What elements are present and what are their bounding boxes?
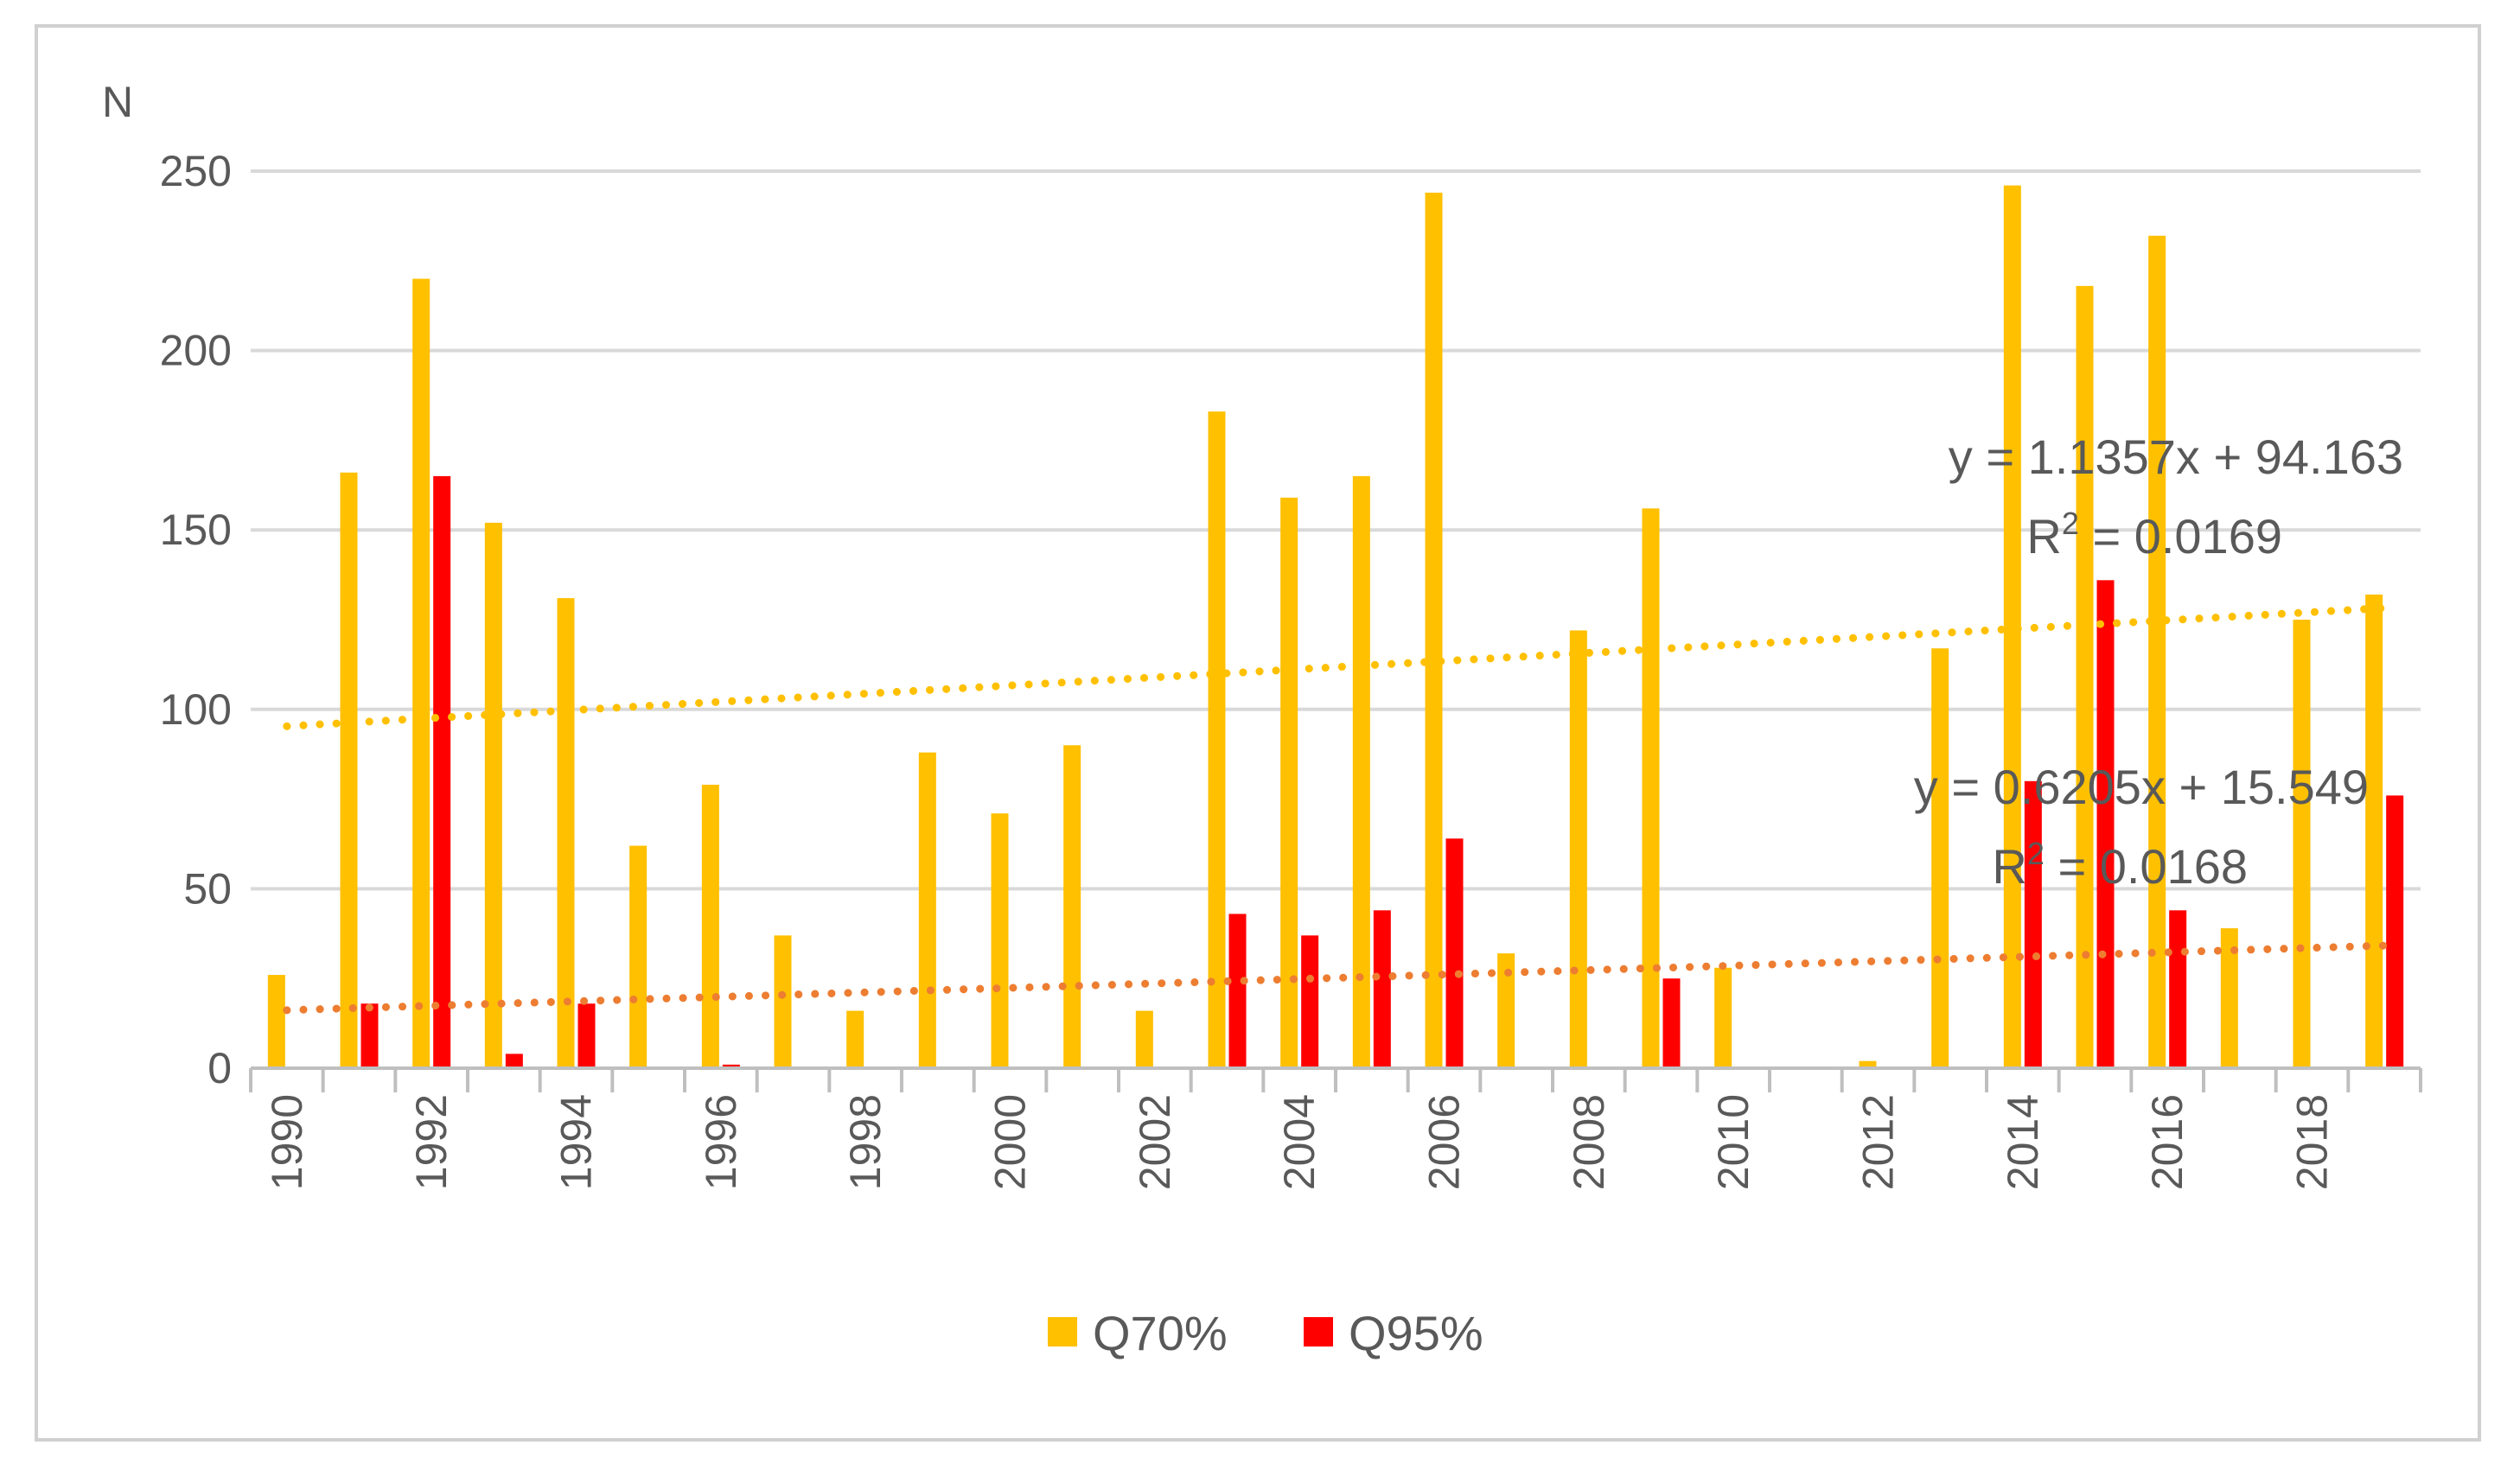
- bar-q70pct-1992: [412, 278, 431, 1068]
- r-squared-value: = 0.0168: [2045, 839, 2248, 894]
- bar-q70pct-2013: [1931, 648, 1949, 1068]
- x-tick-label: 2018: [2288, 1094, 2337, 1190]
- bar-q70pct-1991: [340, 472, 358, 1068]
- bar-q70pct-2002: [1135, 1010, 1153, 1068]
- bar-q70pct-1996: [701, 784, 719, 1068]
- y-axis: 0 50 100 150 200 250: [160, 147, 232, 1092]
- bar-q95pct-1991: [360, 1003, 379, 1068]
- bar-q70pct-1994: [557, 598, 575, 1068]
- x-tick-label: 2008: [1565, 1094, 1613, 1190]
- bar-q95pct-1993: [505, 1054, 523, 1068]
- bar-q70pct-2003: [1208, 411, 1226, 1069]
- bar-q70pct-2015: [2076, 285, 2094, 1068]
- x-tick-label: 1994: [552, 1094, 601, 1190]
- y-tick-label: 150: [160, 506, 232, 554]
- bar-q95pct-2014: [2024, 780, 2042, 1068]
- y-axis-label: N: [102, 78, 133, 126]
- trendline-q95pct: [283, 941, 2389, 1015]
- bar-q70pct-2010: [1714, 967, 1732, 1068]
- x-tick-label: 2002: [1131, 1094, 1179, 1190]
- legend: Q70% Q95%: [1048, 1306, 1483, 1360]
- legend-swatch-q70pct: [1048, 1317, 1077, 1346]
- bar-q70pct-1999: [918, 752, 936, 1068]
- bar-q70pct-2012: [1859, 1060, 1877, 1068]
- x-tick-label: 1996: [697, 1094, 745, 1190]
- legend-swatch-q95pct: [1304, 1317, 1333, 1346]
- trendline-r-squared: R2 = 0.0169: [2026, 506, 2282, 563]
- bar-q95pct-2009: [1662, 978, 1681, 1068]
- x-tick-label: 1992: [407, 1094, 456, 1190]
- x-axis: 1990 1992 1994 1996 1998 2000 2002 2004 2006 2008…: [249, 1066, 2422, 1190]
- trendlines: [283, 604, 2389, 1015]
- r-squared-superscript: 2: [2062, 506, 2079, 541]
- trendline-equation: y = 1.1357x + 94.163: [1949, 430, 2403, 484]
- bar-q95pct-2019: [2386, 795, 2404, 1068]
- bar-q95pct-2004: [1301, 935, 1319, 1068]
- x-tick-label: 2004: [1275, 1094, 1324, 1190]
- trendline-equation: y = 0.6205x + 15.549: [1914, 760, 2369, 814]
- bar-q70pct-2005: [1352, 475, 1370, 1068]
- bar-q95pct-2016: [2169, 910, 2187, 1068]
- legend-label-q70pct: Q70%: [1093, 1306, 1228, 1360]
- trendline-q70pct: [283, 604, 2389, 730]
- bar-q70pct-2007: [1497, 953, 1515, 1068]
- x-tick-label: 1990: [263, 1094, 311, 1190]
- trendline-r-squared: R2 = 0.0168: [1992, 836, 2248, 894]
- bar-q70pct-2019: [2365, 594, 2383, 1068]
- bar-q70pct-2004: [1280, 497, 1298, 1068]
- bar-q95pct-2005: [1373, 910, 1391, 1068]
- bar-q95pct-2006: [1445, 838, 1464, 1068]
- bar-q70pct-2001: [1063, 745, 1081, 1068]
- x-tick-label: 2000: [986, 1094, 1035, 1190]
- x-tick-label: 2016: [2143, 1094, 2191, 1190]
- y-tick-label: 0: [207, 1044, 232, 1092]
- x-tick-label: 1998: [841, 1094, 890, 1190]
- bar-q70pct-2017: [2220, 928, 2238, 1068]
- bar-q70pct-2016: [2148, 235, 2166, 1069]
- bar-q70pct-2000: [991, 813, 1009, 1068]
- y-tick-label: 100: [160, 685, 232, 734]
- x-tick-label: 2012: [1854, 1094, 1903, 1190]
- y-tick-label: 200: [160, 327, 232, 375]
- x-tick-label: 2006: [1420, 1094, 1469, 1190]
- bar-q70pct-1995: [629, 845, 648, 1068]
- bar-q70pct-1990: [267, 975, 285, 1068]
- bar-q70pct-1998: [846, 1010, 864, 1068]
- gridlines: [251, 169, 2421, 891]
- bar-q95pct-2015: [2096, 580, 2115, 1068]
- r-squared-label: R: [1992, 839, 2026, 894]
- legend-label-q95pct: Q95%: [1349, 1306, 1483, 1360]
- bars: [267, 185, 2404, 1069]
- bar-q70pct-1997: [774, 935, 792, 1068]
- bar-q95pct-1994: [577, 1003, 596, 1068]
- bar-q95pct-1992: [433, 475, 451, 1068]
- r-squared-value: = 0.0169: [2079, 509, 2282, 563]
- bar-q70pct-2014: [2003, 185, 2021, 1068]
- x-tick-label: 2010: [1709, 1094, 1758, 1190]
- bar-q70pct-2008: [1569, 630, 1587, 1068]
- bar-q70pct-2009: [1642, 508, 1660, 1068]
- y-tick-label: 250: [160, 147, 232, 195]
- bar-q95pct-2003: [1228, 914, 1247, 1068]
- bar-q95pct-1996: [722, 1064, 740, 1068]
- bar-q70pct-2018: [2293, 620, 2311, 1068]
- bar-q70pct-2006: [1425, 192, 1443, 1069]
- bar-q70pct-1993: [484, 522, 502, 1068]
- x-tick-label: 2014: [1999, 1094, 2047, 1190]
- r-squared-label: R: [2026, 509, 2061, 563]
- r-squared-superscript: 2: [2027, 836, 2045, 871]
- y-tick-label: 50: [183, 864, 232, 913]
